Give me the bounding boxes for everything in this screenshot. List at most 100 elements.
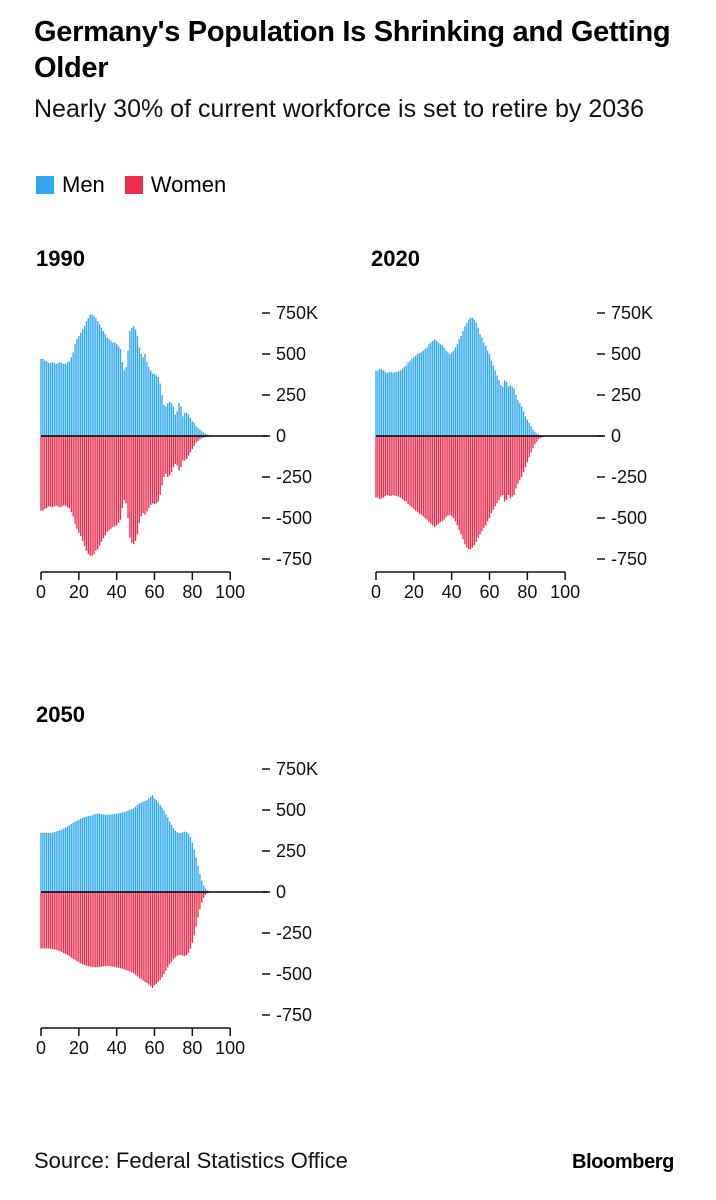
bar-men	[538, 434, 540, 436]
bar-women	[123, 892, 125, 970]
bar-women	[466, 436, 468, 548]
bar-women	[144, 436, 146, 515]
bar-women	[91, 892, 93, 967]
bar-men	[66, 826, 69, 892]
bar-women	[161, 436, 163, 486]
bar-women	[64, 892, 67, 954]
bar-men	[142, 357, 144, 436]
bar-men	[433, 339, 436, 436]
bar-women	[405, 436, 407, 502]
bar-men	[507, 386, 510, 436]
bar-women	[517, 436, 519, 484]
bar-women	[176, 436, 178, 466]
y-tick-label: 250	[276, 385, 306, 405]
bar-women	[123, 436, 125, 500]
bar-men	[127, 810, 129, 892]
bar-men	[89, 314, 91, 436]
bar-women	[53, 436, 55, 507]
bar-men	[74, 821, 76, 892]
bar-women	[524, 436, 527, 468]
bar-women	[519, 436, 521, 481]
bar-men	[53, 363, 55, 436]
bar-men	[411, 358, 413, 436]
bar-men	[392, 372, 394, 436]
bar-men	[108, 339, 110, 436]
bar-men	[49, 832, 52, 892]
bar-women	[87, 436, 89, 555]
bar-men	[49, 363, 52, 436]
bar-women	[452, 436, 455, 518]
bar-women	[435, 436, 438, 526]
bar-women	[117, 892, 120, 968]
bar-men	[534, 431, 536, 436]
bar-women	[409, 436, 411, 506]
bar-men	[100, 814, 103, 892]
bar-men	[72, 822, 74, 892]
bar-men	[528, 422, 530, 436]
bar-women	[102, 892, 105, 967]
bar-women	[150, 436, 152, 505]
bar-women	[98, 436, 101, 546]
bar-women	[386, 436, 389, 496]
bar-men	[161, 807, 163, 892]
bar-men	[129, 810, 131, 892]
bar-men	[170, 824, 173, 892]
bar-men	[51, 832, 54, 892]
bar-women	[131, 892, 133, 973]
bar-women	[456, 436, 459, 526]
bar-men	[191, 842, 194, 892]
y-tick-label: 0	[276, 882, 286, 902]
bar-women	[87, 892, 89, 967]
y-tick-label: -500	[276, 508, 312, 528]
bar-women	[89, 436, 91, 556]
bar-men	[89, 815, 91, 892]
bar-women	[174, 892, 176, 958]
bar-women	[473, 436, 476, 546]
bar-women	[70, 892, 72, 958]
bar-men	[403, 367, 406, 436]
bar-women	[40, 892, 42, 949]
bar-men	[193, 849, 195, 892]
bar-men	[178, 832, 180, 892]
bar-men	[142, 801, 144, 892]
bar-men	[61, 829, 63, 892]
x-tick-label: 100	[215, 1038, 245, 1058]
chart-title: Germany's Population Is Shrinking and Ge…	[34, 16, 671, 84]
bar-men	[189, 837, 192, 892]
bar-men	[133, 808, 135, 892]
bar-women	[155, 436, 158, 504]
y-tick-label: -500	[276, 964, 312, 984]
y-tick-label: -750	[276, 549, 312, 569]
bar-women	[51, 436, 54, 508]
bar-men	[430, 342, 432, 436]
bar-men	[477, 327, 479, 436]
bar-women	[157, 892, 159, 982]
bar-women	[454, 436, 457, 522]
bar-men	[80, 818, 82, 892]
bar-men	[115, 813, 118, 892]
bar-men	[93, 814, 95, 892]
bar-men	[187, 414, 190, 436]
bar-men	[119, 812, 122, 892]
bar-women	[390, 436, 392, 496]
bar-men	[466, 322, 468, 436]
bar-women	[81, 436, 84, 541]
bar-women	[424, 436, 426, 518]
bar-men	[85, 816, 88, 892]
bar-men	[486, 350, 489, 436]
bar-men	[422, 350, 424, 436]
bar-men	[399, 370, 402, 436]
bar-men	[172, 828, 175, 892]
bar-men	[460, 335, 462, 436]
bar-men	[97, 813, 99, 892]
bar-women	[136, 892, 139, 977]
bar-men	[420, 352, 423, 436]
bar-men	[81, 817, 84, 892]
bar-women	[432, 436, 434, 526]
bar-women	[138, 892, 141, 979]
bar-men	[102, 814, 105, 892]
bar-men	[150, 370, 152, 436]
bar-men	[64, 827, 67, 892]
bar-women	[415, 436, 417, 511]
bar-women	[418, 436, 421, 514]
